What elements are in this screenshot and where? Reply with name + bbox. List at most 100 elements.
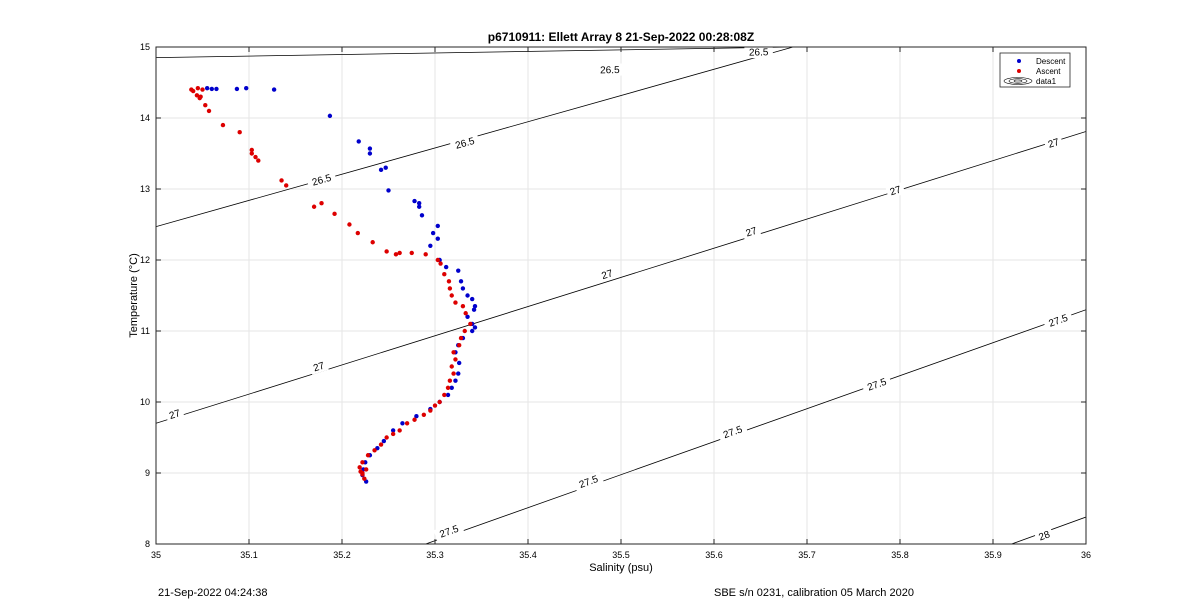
ascent-point xyxy=(397,250,402,256)
descent-point xyxy=(204,85,210,91)
grid-lines xyxy=(156,47,1086,544)
x-tick-label: 35.3 xyxy=(426,550,444,560)
legend-box xyxy=(999,52,1071,88)
descent-point xyxy=(471,307,477,312)
descent-point xyxy=(214,86,219,92)
ascent-point xyxy=(357,465,362,470)
contour-label: 27 xyxy=(885,182,906,199)
descent-point xyxy=(435,236,440,241)
descent-point xyxy=(383,165,388,170)
ascent-point xyxy=(442,272,447,277)
ascent-point xyxy=(468,321,473,327)
x-tick-label: 35 xyxy=(151,550,161,560)
descent-point xyxy=(470,328,475,334)
descent-point xyxy=(416,201,422,206)
x-tick-label: 35.1 xyxy=(240,550,258,560)
ascent-point xyxy=(447,286,453,291)
x-tick-label: 35.6 xyxy=(705,550,723,560)
legend-marker-data1 xyxy=(1003,77,1033,85)
ascent-point xyxy=(445,385,451,390)
descent-point xyxy=(428,243,433,248)
ascent-point xyxy=(438,261,443,266)
contour-label-bg xyxy=(1042,309,1074,331)
x-tick-label: 35.9 xyxy=(984,550,1002,560)
descent-point xyxy=(419,213,425,218)
y-axis-label: Temperature (°C) xyxy=(128,253,140,337)
ascent-point xyxy=(203,103,208,108)
descent-point xyxy=(472,325,478,330)
ascent-point xyxy=(355,230,361,236)
ascent-point xyxy=(332,211,337,217)
descent-point xyxy=(271,87,277,92)
descent-point xyxy=(209,86,214,92)
descent-point xyxy=(244,85,249,91)
data-series xyxy=(189,85,478,484)
y-tick-label: 9 xyxy=(145,468,150,478)
descent-point xyxy=(327,113,333,119)
contour-label: 26.5 xyxy=(449,133,481,153)
chart-title: p6710911: Ellett Array 8 21-Sep-2022 00:… xyxy=(488,30,754,44)
contour-label-text: 26.5 xyxy=(600,65,620,76)
contour-label: 27 xyxy=(1043,134,1064,152)
legend: Descent Ascent data1 xyxy=(999,52,1071,88)
ascent-point xyxy=(279,178,284,183)
legend-label-ascent: Ascent xyxy=(1036,67,1061,76)
x-tick-label: 35.7 xyxy=(798,550,816,560)
ascent-point xyxy=(347,222,352,227)
descent-point xyxy=(465,293,470,298)
x-axis-label: Salinity (psu) xyxy=(589,562,653,574)
ascent-point xyxy=(249,151,254,156)
contour-label-text: 26.5 xyxy=(749,47,769,58)
contour-line xyxy=(156,131,1086,424)
ascent-point xyxy=(256,158,261,163)
contour-label-text: 27 xyxy=(312,360,326,374)
ascent-point xyxy=(191,88,196,94)
descent-point xyxy=(378,167,384,173)
ascent-point xyxy=(220,122,226,128)
descent-point xyxy=(465,314,470,319)
legend-marker-descent xyxy=(1017,59,1021,63)
x-tick-label: 35.8 xyxy=(891,550,909,560)
contour-label-bg xyxy=(1043,134,1064,152)
ascent-point xyxy=(384,435,389,440)
y-tick-label: 13 xyxy=(140,184,150,194)
contour-label-text: 27 xyxy=(168,408,182,422)
descent-point xyxy=(435,223,440,229)
descent-point xyxy=(367,151,373,156)
contour-label-bg xyxy=(744,45,773,59)
ascent-point xyxy=(404,421,410,426)
contour-label-bg xyxy=(164,405,185,423)
ascent-point xyxy=(449,293,454,298)
contour-label: 27 xyxy=(597,265,618,283)
descent-point xyxy=(458,279,464,284)
contour-label-bg xyxy=(306,170,337,190)
ascent-point xyxy=(435,257,440,263)
footer-timestamp: 21-Sep-2022 04:24:38 xyxy=(158,587,268,599)
contour-label-bg xyxy=(717,421,748,443)
contour-label: 27 xyxy=(164,405,185,423)
contour-label-bg xyxy=(1034,526,1055,545)
ascent-point xyxy=(449,364,454,369)
y-tick-label: 10 xyxy=(140,397,150,407)
contour-label-text: 26.5 xyxy=(311,173,333,189)
ascent-point xyxy=(460,303,466,309)
ascent-point xyxy=(284,183,289,188)
x-tick-label: 35.4 xyxy=(519,550,537,560)
contour-label-bg xyxy=(308,358,329,375)
x-tick-label: 35.5 xyxy=(612,550,630,560)
descent-point xyxy=(449,385,454,390)
ascent-point xyxy=(447,378,453,383)
descent-point xyxy=(356,139,361,144)
ascent-point xyxy=(384,249,389,254)
contour-label-bg xyxy=(741,223,762,240)
ascent-point xyxy=(360,470,365,476)
descent-point xyxy=(381,438,387,444)
contour-label: 26.5 xyxy=(306,170,337,190)
contour-label-bg xyxy=(573,471,604,492)
descent-point xyxy=(456,371,461,376)
descent-point xyxy=(456,360,462,366)
ascent-point xyxy=(195,85,201,91)
ascent-point xyxy=(409,250,414,256)
ascent-point xyxy=(237,130,242,135)
